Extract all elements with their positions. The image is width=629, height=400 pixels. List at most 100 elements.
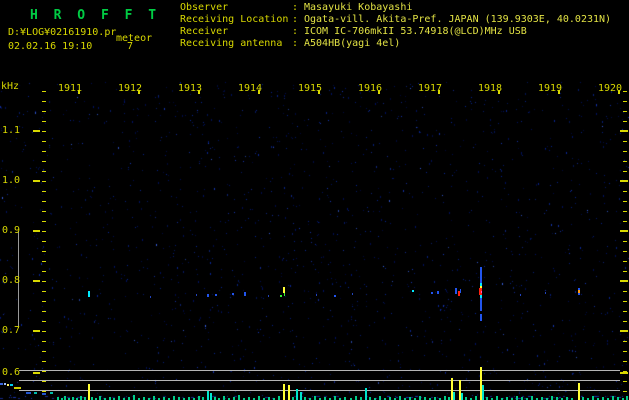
meteor-echo-mark xyxy=(280,295,282,297)
amplitude-bar xyxy=(571,398,573,400)
freq-axis-minor-tick xyxy=(42,281,46,282)
amplitude-bar xyxy=(148,398,150,400)
amplitude-bar xyxy=(243,398,245,400)
amplitude-bar xyxy=(288,385,290,400)
corner-mark xyxy=(26,392,31,394)
amplitude-bar xyxy=(334,396,336,400)
amplitude-bar xyxy=(218,398,220,400)
amplitude-bar xyxy=(486,397,488,400)
amplitude-bar xyxy=(482,385,484,400)
echo-count: 7 xyxy=(127,41,134,52)
freq-axis-minor-tick-right xyxy=(623,271,627,272)
amplitude-bar xyxy=(198,396,200,400)
meteor-echo-mark xyxy=(480,267,482,283)
meteor-echo-mark xyxy=(520,294,521,296)
freq-axis-minor-tick-right xyxy=(623,241,627,242)
freq-axis-minor-tick-right xyxy=(623,371,627,372)
amplitude-bar xyxy=(409,397,411,400)
freq-axis-minor-tick-right xyxy=(623,111,627,112)
time-axis-tick xyxy=(618,90,620,94)
time-axis-tick xyxy=(498,90,500,94)
freq-axis-minor-tick xyxy=(42,171,46,172)
freq-axis-minor-tick-right xyxy=(623,221,627,222)
freq-axis-minor-tick-right xyxy=(623,141,627,142)
time-axis-label: 1916 xyxy=(358,83,383,94)
freq-axis-label: 1.0 xyxy=(2,175,21,186)
meteor-echo-mark xyxy=(244,292,246,296)
amplitude-bar xyxy=(300,392,302,400)
meteor-echo-mark xyxy=(480,295,482,298)
corner-mark xyxy=(7,384,9,386)
station-info-row: Receiving antenna: A504HB(yagi 4el) xyxy=(180,38,611,50)
amplitude-bar xyxy=(329,398,331,400)
info-label: Receiving Location xyxy=(180,14,289,25)
amplitude-bar xyxy=(475,396,477,400)
log-file-path: D:¥LOG¥02161910.pr xyxy=(8,27,117,38)
time-axis-label: 1917 xyxy=(418,83,443,94)
amplitude-bar xyxy=(76,398,78,400)
freq-axis-major-tick xyxy=(33,280,40,282)
meteor-echo-mark xyxy=(479,288,482,295)
freq-axis-label: 0.8 xyxy=(2,275,21,286)
amplitude-grid-line xyxy=(19,390,620,391)
mode-label: meteor xyxy=(116,33,153,44)
time-axis-tick xyxy=(138,90,140,94)
amplitude-bar xyxy=(324,397,326,400)
time-axis-tick xyxy=(198,90,200,94)
freq-axis-minor-tick-right xyxy=(623,201,627,202)
amplitude-bar xyxy=(465,397,467,400)
amplitude-bar xyxy=(350,398,352,400)
info-label: Observer xyxy=(180,2,229,13)
amplitude-bar xyxy=(389,397,391,400)
amplitude-bar xyxy=(128,397,130,400)
amplitude-bar xyxy=(95,398,97,400)
amplitude-bar xyxy=(113,398,115,400)
amplitude-bar xyxy=(104,398,106,400)
freq-axis-minor-tick xyxy=(42,101,46,102)
freq-axis-major-tick xyxy=(33,372,40,374)
freq-axis-minor-tick-right xyxy=(623,151,627,152)
amplitude-bar xyxy=(228,398,230,400)
freq-axis-minor-tick xyxy=(42,381,46,382)
meteor-echo-mark xyxy=(284,293,285,296)
amplitude-bar xyxy=(561,398,563,400)
amplitude-bar xyxy=(429,398,431,400)
time-axis-label: 1915 xyxy=(298,83,323,94)
corner-mark xyxy=(14,387,21,389)
amplitude-bar xyxy=(163,397,165,400)
observation-datetime: 02.02.16 19:10 xyxy=(8,41,93,52)
amplitude-bar xyxy=(202,397,204,400)
amplitude-bar xyxy=(360,397,362,400)
amplitude-bar xyxy=(168,398,170,400)
freq-axis-minor-tick-right xyxy=(623,121,627,122)
freq-axis-minor-tick xyxy=(42,131,46,132)
amplitude-bar xyxy=(597,398,599,400)
amplitude-bar xyxy=(355,396,357,400)
meteor-echo-mark xyxy=(437,291,439,294)
meteor-echo-mark xyxy=(352,293,353,295)
time-axis-label: 1914 xyxy=(238,83,263,94)
meteor-echo-mark xyxy=(316,294,317,296)
amplitude-bar xyxy=(61,398,63,400)
meteor-echo-mark xyxy=(458,291,460,296)
freq-axis-minor-tick xyxy=(42,201,46,202)
amplitude-bar xyxy=(424,397,426,400)
freq-axis-minor-tick-right xyxy=(623,391,627,392)
meteor-echo-mark xyxy=(545,292,546,294)
freq-axis-minor-tick-right xyxy=(623,171,627,172)
amplitude-grid-line xyxy=(19,380,620,381)
corner-mark xyxy=(42,393,46,395)
freq-axis-major-tick xyxy=(33,230,40,232)
freq-axis-minor-tick-right xyxy=(623,131,627,132)
freq-axis-minor-tick-right xyxy=(623,101,627,102)
freq-axis-minor-tick-right xyxy=(623,361,627,362)
freq-axis-minor-tick xyxy=(42,341,46,342)
amplitude-bar xyxy=(292,397,294,400)
amplitude-bar xyxy=(612,396,614,400)
freq-axis-minor-tick-right xyxy=(623,161,627,162)
time-axis-label: 1919 xyxy=(538,83,563,94)
freq-axis-major-tick xyxy=(33,130,40,132)
freq-axis-major-tick xyxy=(33,180,40,182)
amplitude-bar xyxy=(64,396,66,400)
